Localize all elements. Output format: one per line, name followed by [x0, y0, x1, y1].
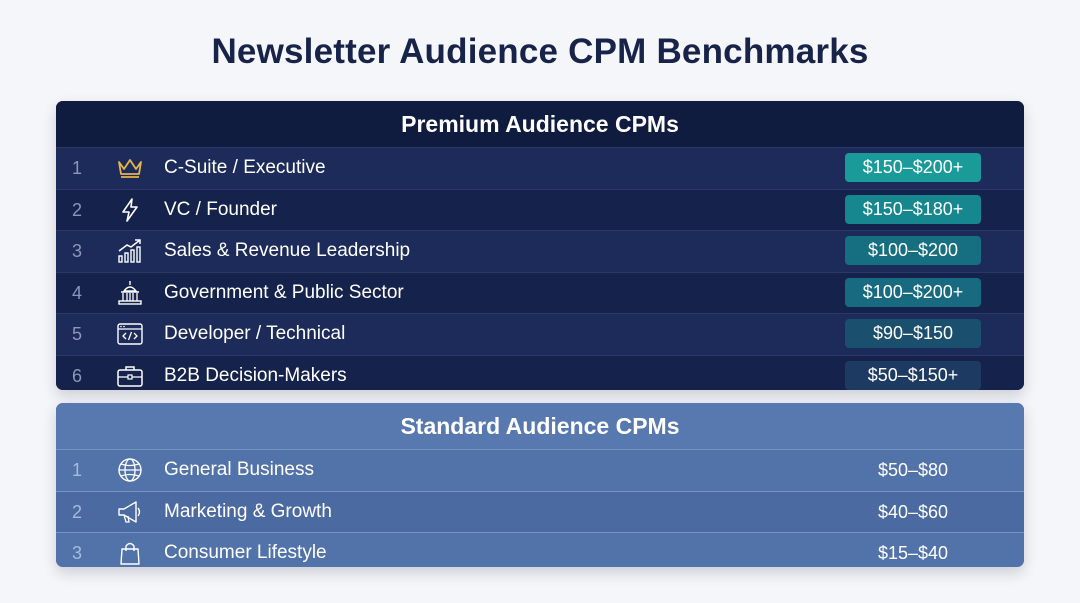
row-rank: 1	[72, 158, 83, 178]
cpm-value: $50–$80	[877, 460, 949, 480]
premium-row: 4 Government & Public Sector $100–$200+	[56, 271, 1024, 313]
row-label: C-Suite / Executive	[164, 157, 326, 178]
row-label: Marketing & Growth	[164, 500, 332, 522]
briefcase-icon	[116, 363, 144, 389]
megaphone-icon	[116, 499, 144, 525]
cpm-value-badge: $100–$200	[845, 236, 981, 265]
premium-row: 6 B2B Decision-Makers $50–$150+	[56, 354, 1024, 390]
premium-row: 3 Sales & Revenue Leadership $100–$200	[56, 230, 1024, 272]
cpm-value-badge: $100–$200+	[845, 277, 981, 307]
premium-row: 2 VC / Founder $150–$180+	[56, 188, 1024, 230]
row-label: B2B Decision-Makers	[164, 364, 347, 386]
cpm-value-badge: $150–$180+	[845, 194, 981, 224]
standard-row: 1 General Business $50–$80	[56, 449, 1024, 491]
row-label: General Business	[164, 459, 314, 480]
cpm-value-badge: $150–$200+	[845, 153, 981, 182]
capitol-building-icon	[116, 280, 144, 306]
row-label: Sales & Revenue Leadership	[164, 240, 411, 261]
premium-row: 5 Developer / Technical $90–$150	[56, 313, 1024, 355]
row-label: Consumer Lifestyle	[164, 542, 327, 563]
cpm-value-badge: $90–$150	[845, 319, 981, 348]
page-title: Newsletter Audience CPM Benchmarks	[211, 32, 869, 71]
code-window-icon	[116, 321, 144, 347]
standard-row: 3 Consumer Lifestyle $15–$40	[56, 532, 1024, 567]
row-rank: 2	[72, 199, 83, 220]
standard-cpm-panel: Standard Audience CPMs 1 General Busines…	[56, 403, 1024, 567]
row-rank: 4	[72, 282, 83, 303]
row-rank: 6	[72, 365, 83, 386]
premium-row: 1 C-Suite / Executive $150–$200+	[56, 147, 1024, 189]
shopping-bag-icon	[116, 540, 144, 566]
row-label: Government & Public Sector	[164, 281, 404, 303]
lightning-icon	[116, 197, 144, 223]
row-rank: 1	[72, 460, 83, 480]
cpm-value: $15–$40	[877, 543, 949, 563]
premium-panel-heading: Premium Audience CPMs	[56, 101, 1024, 147]
cpm-value-badge: $50–$150+	[845, 360, 981, 390]
crown-icon	[116, 155, 144, 181]
row-rank: 3	[72, 543, 83, 563]
row-rank: 2	[72, 501, 83, 522]
row-label: Developer / Technical	[164, 323, 346, 344]
standard-panel-heading: Standard Audience CPMs	[56, 403, 1024, 449]
row-rank: 3	[72, 241, 83, 261]
standard-row: 2 Marketing & Growth $40–$60	[56, 490, 1024, 532]
globe-icon	[116, 457, 144, 483]
cpm-value: $40–$60	[877, 501, 949, 522]
premium-cpm-panel: Premium Audience CPMs 1 C-Suite / Execut…	[56, 101, 1024, 390]
row-label: VC / Founder	[164, 198, 277, 220]
row-rank: 5	[72, 324, 83, 344]
growth-chart-icon	[116, 238, 144, 264]
